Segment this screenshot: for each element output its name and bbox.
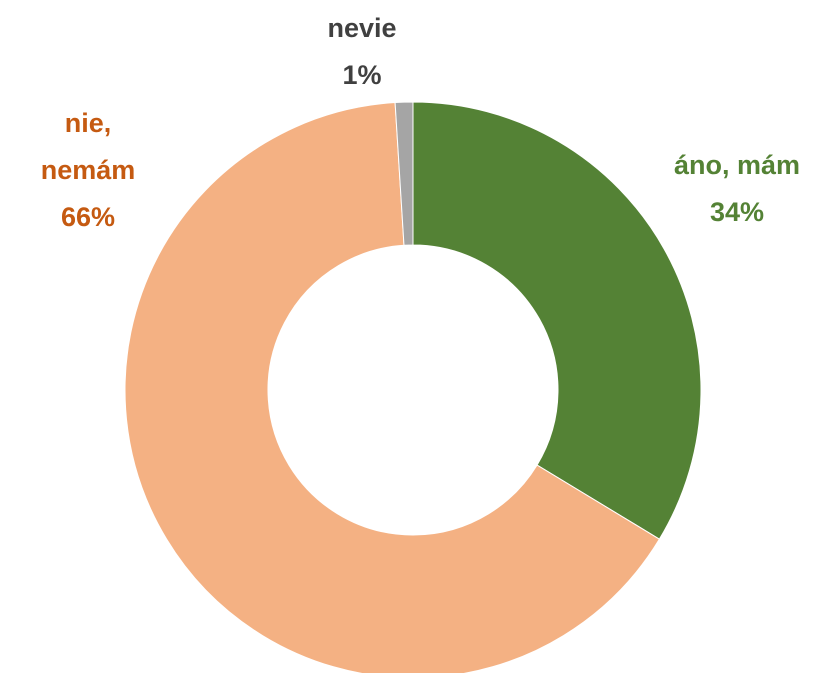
slice xyxy=(412,101,702,540)
data-label: áno, mám 34% xyxy=(627,142,825,236)
value-label: 66% xyxy=(60,202,116,232)
slice xyxy=(394,101,414,246)
value-label: 34% xyxy=(709,197,765,227)
category-label: nevie xyxy=(327,13,397,43)
data-label: nevie 1% xyxy=(262,5,462,99)
slice xyxy=(124,102,661,673)
data-label: nie, nemám 66% xyxy=(23,100,153,241)
value-label: 1% xyxy=(342,60,382,90)
category-label: áno, mám xyxy=(673,150,801,180)
category-label: nie, nemám xyxy=(40,108,136,185)
